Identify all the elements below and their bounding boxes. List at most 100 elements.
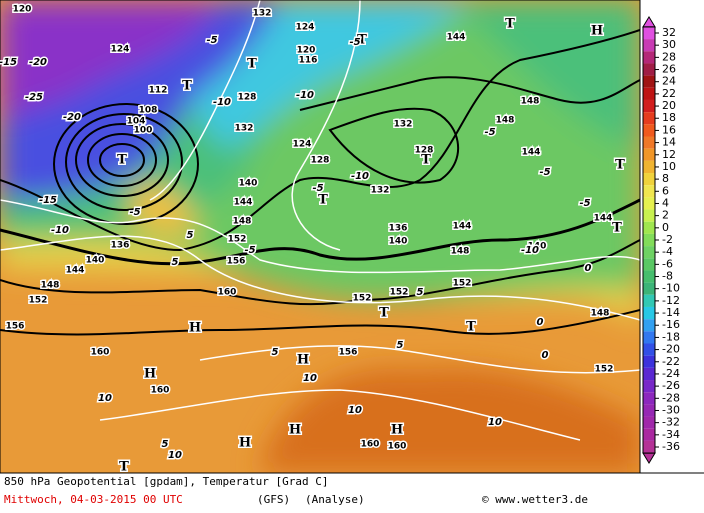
temperature-label-halo: 10 — [348, 405, 362, 416]
colorbar-label: -26 — [662, 379, 680, 392]
pressure-center: T — [466, 320, 476, 335]
geopotential-label-halo: 128 — [238, 93, 257, 103]
geopotential-label-halo: 144 — [447, 33, 466, 43]
geopotential-label: 132 — [371, 186, 390, 196]
geopotential-label: 128 — [238, 93, 257, 103]
pressure-center-halo: T — [318, 193, 328, 208]
temperature-label: -5 — [129, 207, 140, 218]
pressure-center: T — [318, 193, 328, 208]
colorbar-swatch — [643, 233, 655, 247]
pressure-center-halo: H — [239, 436, 251, 451]
temperature-label-halo: -5 — [579, 198, 590, 209]
geopotential-label-halo: 136 — [389, 224, 408, 234]
geopotential-label: 124 — [296, 23, 315, 33]
colorbar-swatch — [643, 160, 655, 174]
colorbar-swatch — [643, 367, 655, 381]
temperature-label: -5 — [539, 167, 550, 178]
geopotential-label-halo: 124 — [111, 45, 130, 55]
temperature-label: -5 — [244, 245, 255, 256]
colorbar-label: -6 — [662, 257, 673, 270]
colorbar-label: -18 — [662, 330, 680, 343]
colorbar-label: -28 — [662, 391, 680, 404]
geopotential-label: 136 — [111, 241, 130, 251]
pressure-center-halo: T — [379, 306, 389, 321]
geopotential-label: 148 — [233, 217, 252, 227]
colorbar-swatch — [643, 343, 655, 356]
colorbar-swatch — [643, 75, 655, 88]
geopotential-label-halo: 144 — [234, 198, 253, 208]
colorbar-label: 2 — [662, 209, 669, 222]
pressure-center-halo: T — [119, 460, 129, 475]
pressure-center: T — [612, 221, 622, 236]
geopotential-label: 120 — [13, 5, 32, 15]
colorbar-swatch — [643, 355, 655, 368]
geopotential-label-halo: 152 — [353, 294, 372, 304]
temperature-label-halo: 5 — [187, 230, 194, 241]
colorbar-swatch — [643, 26, 655, 40]
temperature-label: 0 — [585, 263, 592, 274]
colorbar-swatch — [643, 51, 655, 64]
colorbar-label: -36 — [662, 440, 680, 453]
geopotential-label: 152 — [453, 279, 472, 289]
colorbar-swatch — [643, 221, 655, 234]
geopotential-label: 152 — [353, 294, 372, 304]
temperature-label-halo: 5 — [172, 257, 179, 268]
temperature-label: -10 — [521, 245, 539, 256]
geopotential-label: 140 — [239, 179, 258, 189]
geopotential-label-halo: 120 — [13, 5, 32, 15]
geopotential-label-halo: 152 — [228, 235, 247, 245]
geopotential-label-halo: 156 — [339, 348, 358, 358]
temperature-label-halo: 10 — [303, 373, 317, 384]
colorbar-swatch — [643, 392, 655, 405]
temperature-label: -10 — [351, 171, 369, 182]
pressure-center: T — [247, 57, 257, 72]
geopotential-label: 132 — [394, 120, 413, 130]
colorbar-swatch — [643, 319, 655, 332]
temperature-label-halo: -5 — [244, 245, 255, 256]
geopotential-label: 136 — [389, 224, 408, 234]
colorbar-label: -2 — [662, 233, 673, 246]
pressure-center: T — [379, 306, 389, 321]
geopotential-label: 104 — [127, 117, 146, 127]
temperature-label-halo: 10 — [168, 450, 182, 461]
pressure-center: H — [144, 367, 156, 382]
geopotential-label-halo: 124 — [293, 140, 312, 150]
colorbar-swatch — [643, 148, 655, 161]
colorbar-label: -14 — [662, 306, 680, 319]
temperature-label-halo: -25 — [25, 92, 43, 103]
pressure-center-halo: H — [189, 321, 201, 336]
geopotential-label-halo: 116 — [299, 56, 318, 66]
colorbar-swatch — [643, 440, 655, 454]
pressure-center-halo: T — [357, 33, 367, 48]
colorbar-label: 10 — [662, 160, 676, 173]
temperature-label: -5 — [349, 37, 360, 48]
temperature-label: -25 — [25, 92, 43, 103]
colorbar-label: 26 — [662, 63, 676, 76]
geopotential-label: 152 — [29, 296, 48, 306]
temperature-label: 10 — [168, 450, 182, 461]
pressure-center-halo: H — [297, 353, 309, 368]
temperature-label-halo: -20 — [63, 112, 81, 123]
pressure-center: H — [297, 353, 309, 368]
temperature-label-halo: -10 — [351, 171, 369, 182]
colorbar-label: 30 — [662, 38, 676, 51]
geopotential-label: 148 — [451, 247, 470, 257]
colorbar-label: 18 — [662, 111, 676, 124]
temperature-label: -20 — [63, 112, 81, 123]
colorbar-arrow-bottom — [642, 452, 656, 465]
geopotential-label-halo: 160 — [388, 442, 407, 452]
colorbar-label: 20 — [662, 99, 676, 112]
temperature-label-halo: -10 — [521, 245, 539, 256]
temperature-label: 5 — [187, 230, 194, 241]
colorbar-label: 6 — [662, 184, 669, 197]
pressure-center-halo: T — [505, 17, 515, 32]
geopotential-label-halo: 156 — [227, 257, 246, 267]
temperature-label-halo: 5 — [397, 340, 404, 351]
geopotential-label-halo: 152 — [29, 296, 48, 306]
colorbar-label: -12 — [662, 294, 680, 307]
geopotential-label: 160 — [151, 386, 170, 396]
temperature-label-halo: 5 — [162, 439, 169, 450]
temperature-label: 0 — [542, 350, 549, 361]
geopotential-label: 156 — [6, 322, 25, 332]
colorbar-label: -8 — [662, 270, 673, 283]
